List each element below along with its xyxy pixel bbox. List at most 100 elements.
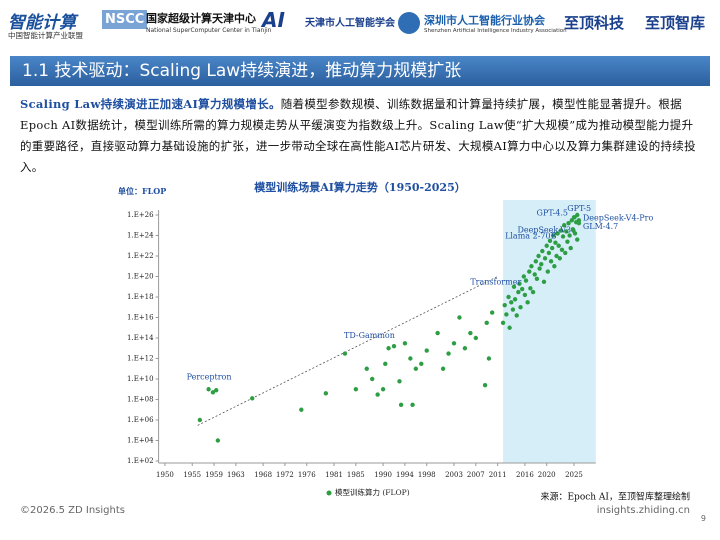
logo: 至顶科技 [564,14,625,32]
page-number: 9 [700,514,706,523]
annotation: Llama 2-70B [505,231,557,240]
annotated-point [391,343,397,349]
point [397,379,402,384]
annotated-point [528,286,533,291]
point [424,348,429,353]
x-tick-label: 1985 [347,471,365,479]
point [323,391,329,396]
point [558,228,564,233]
point [557,256,563,261]
point [215,438,221,443]
annotation: DeepSeek-V4-Pro [583,213,654,222]
point [299,407,304,412]
point [519,286,525,292]
point [568,245,573,251]
point [468,330,473,336]
y-tick-label: 1.E+02 [127,457,154,465]
logo-caption: National SuperComputer Center in Tianjin [146,27,272,34]
point [530,289,536,295]
point [532,272,537,277]
point [440,366,446,371]
logo-icon [398,12,420,34]
paragraph: Scaling Law持续演进正加速AI算力规模增长。随着模型参数规模、训练数据… [20,94,702,178]
logo-icon: AI [262,8,285,32]
point [540,248,545,254]
x-tick-label: 1959 [205,471,223,479]
point [197,417,203,423]
point [554,253,559,259]
annotated-point [560,234,566,239]
y-tick-label: 1.E+08 [127,396,154,404]
point [482,382,488,388]
point [419,361,424,367]
point [514,313,519,318]
x-tick-label: 2025 [565,471,583,479]
annotation: Transformer [470,277,521,286]
point [567,233,572,238]
point [539,261,544,267]
point [533,259,539,264]
logo: NSCC [102,10,148,29]
point [537,266,542,271]
y-tick-label: 1.E+24 [127,232,154,240]
x-tick-label: 1981 [325,471,343,479]
y-tick-label: 1.E+18 [127,293,154,301]
logo: 天津市人工智能学会 [305,18,395,29]
logo-caption: 中国智能计算产业联盟 [8,31,83,40]
point [451,341,457,346]
x-tick-label: 1994 [396,471,414,479]
point [522,292,528,298]
point [504,312,509,317]
logo: 深圳市人工智能行业协会 [424,14,545,27]
point [561,223,567,228]
annotation: TD-Gammon [344,331,395,340]
x-tick-label: 2016 [516,471,534,479]
point [353,387,359,392]
point [545,269,551,274]
point [484,320,489,326]
point [549,245,555,251]
point [410,402,415,408]
y-tick-label: 1.E+14 [127,334,154,342]
point [446,351,451,356]
point [386,346,391,351]
annotated-point [206,387,211,392]
point [569,218,575,223]
highlight-span [503,200,596,463]
x-tick-label: 2011 [489,471,507,479]
legend-swatch [326,490,332,496]
logo-caption: Shenzhen Artificial Intelligence Industr… [424,28,567,34]
point [525,300,530,305]
header: 智能计算 中国智能计算产业联盟 NSCC 国家超级计算天津中心 National… [0,0,720,50]
point [527,269,532,274]
point [536,253,541,259]
legend-label: 模型训练算力 (FLOP) [335,487,410,497]
footer-left: ©2026.5 ZD Insights [20,505,125,516]
unit-label: 单位：FLOP [118,186,166,196]
point [542,256,548,261]
footer-right: insights.zhiding.cn [596,505,690,516]
point [210,390,216,395]
point [548,259,554,264]
x-tick-label: 2007 [467,471,485,479]
point [547,238,553,244]
point [511,284,517,289]
slide-title: 1.1 技术驱动：Scaling Law持续演进，推动算力规模扩张 [10,56,710,86]
point [383,361,388,367]
x-tick-label: 2020 [538,471,556,479]
point [565,239,570,244]
point [342,351,348,356]
x-tick-label: 1972 [276,471,294,479]
point [534,276,540,281]
point [563,250,568,256]
point [521,274,527,279]
chart-title: 模型训练场景AI算力走势（1950-2025） [254,180,465,194]
x-tick-label: 1998 [418,471,436,479]
y-tick-label: 1.E+06 [127,416,154,424]
point [564,229,569,234]
point [364,366,369,371]
annotation: GPT-4.5 [537,208,569,217]
x-tick-label: 1950 [156,471,174,479]
point [552,264,557,269]
